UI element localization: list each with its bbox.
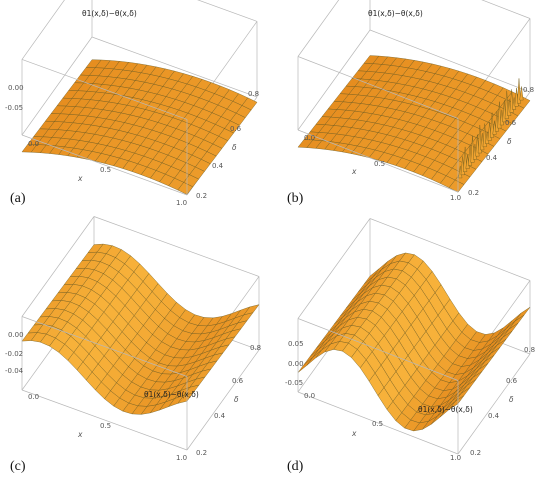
surface-spike <box>519 86 524 101</box>
y-tick-b-2: 0.6 <box>505 119 517 127</box>
y-tick-a-3: 0.8 <box>248 90 259 98</box>
y-axis-label-d: δ <box>509 395 514 404</box>
y-tick-d-1: 0.4 <box>488 412 500 420</box>
z-axis-label-b: θ1(x,δ)−θ(x,δ) <box>368 9 423 18</box>
x-tick-b-1: 0.5 <box>374 160 385 168</box>
surface-c <box>21 216 260 451</box>
z-tick-c-2: -0.04 <box>5 367 24 375</box>
surface-patch <box>514 307 531 322</box>
box-edge-back <box>481 0 531 19</box>
box-edge-back <box>297 29 371 131</box>
x-tick-d-0: 0.0 <box>304 392 315 400</box>
surface-patch <box>177 182 194 195</box>
box-edge-back <box>91 36 258 98</box>
box-edge-back <box>186 349 260 451</box>
box-edge-front <box>21 316 188 377</box>
x-tick-b-0: 0.0 <box>304 134 315 142</box>
z-axis-label-d: θ1(x,δ)−θ(x,δ) <box>418 405 473 414</box>
x-tick-a-2: 1.0 <box>176 199 187 207</box>
x-axis-label-b: x <box>351 167 357 176</box>
surface-d <box>297 218 531 455</box>
y-tick-a-1: 0.4 <box>212 162 224 170</box>
x-tick-a-0: 0.0 <box>28 140 39 148</box>
box-edge-front <box>21 134 188 196</box>
box-edge-back <box>297 0 340 57</box>
z-tick-a-0: 0.00 <box>8 84 24 92</box>
panel-a: θ1(x,δ)−θ(x,δ) 0.00 -0.05 0.0 0.5 1.0 x … <box>5 0 259 207</box>
panel-label-c: (c) <box>10 459 26 474</box>
y-tick-b-0: 0.2 <box>468 189 479 197</box>
surface-a <box>21 0 258 196</box>
y-axis-label-c: δ <box>234 395 239 404</box>
box-edge-back <box>21 216 95 317</box>
y-tick-c-2: 0.6 <box>232 377 244 385</box>
panel-label-d: (d) <box>287 459 304 474</box>
y-tick-d-0: 0.2 <box>470 449 481 457</box>
y-tick-a-0: 0.2 <box>196 192 207 200</box>
panel-label-a: (a) <box>10 191 26 206</box>
x-tick-c-1: 0.5 <box>100 422 111 430</box>
x-axis-label-d: x <box>351 429 357 438</box>
y-tick-a-2: 0.6 <box>230 125 242 133</box>
x-tick-d-2: 1.0 <box>450 454 461 462</box>
x-tick-c-0: 0.0 <box>28 393 39 401</box>
box-edge-front <box>297 56 459 119</box>
y-tick-c-3: 0.8 <box>250 344 261 352</box>
z-tick-c-1: -0.02 <box>5 350 23 358</box>
x-tick-b-2: 1.0 <box>450 194 461 202</box>
y-tick-b-1: 0.4 <box>486 154 498 162</box>
z-tick-d-1: 0.00 <box>288 360 304 368</box>
z-tick-a-1: -0.05 <box>5 104 23 112</box>
y-tick-d-2: 0.6 <box>506 377 518 385</box>
y-axis-label-b: δ <box>507 137 512 146</box>
box-edge-front <box>297 318 459 381</box>
x-tick-a-1: 0.5 <box>100 166 111 174</box>
y-tick-b-3: 0.8 <box>523 86 534 94</box>
box-edge-back <box>369 29 531 93</box>
z-axis-label-a: θ1(x,δ)−θ(x,δ) <box>82 9 137 18</box>
y-tick-c-0: 0.2 <box>196 449 207 457</box>
panel-label-b: (b) <box>287 191 304 206</box>
box-edge-back <box>457 353 531 455</box>
panel-d: 0.05 0.00 -0.05 0.0 0.5 1.0 x 0.2 0.4 0.… <box>285 218 535 474</box>
box-edge-back <box>93 216 260 277</box>
box-edge-front <box>297 129 459 193</box>
surface-b <box>297 0 531 193</box>
z-tick-d-0: 0.05 <box>288 340 304 348</box>
box-edge-front <box>297 391 459 455</box>
y-tick-c-1: 0.4 <box>214 412 226 420</box>
y-tick-d-3: 0.8 <box>524 346 535 354</box>
x-tick-c-2: 1.0 <box>176 454 187 462</box>
box-edge-back <box>297 218 371 319</box>
surface-patch <box>448 395 465 410</box>
box-edge-back <box>21 0 65 60</box>
box-edge-back <box>21 36 93 136</box>
box-edge-front <box>21 389 188 451</box>
box-edge-back <box>369 218 531 281</box>
panel-c: 0.00 -0.02 -0.04 0.0 0.5 1.0 x 0.2 0.4 0… <box>5 216 261 474</box>
box-edge-front <box>21 59 188 120</box>
x-axis-label-c: x <box>77 430 83 439</box>
surface-patch <box>177 392 194 404</box>
box-edge-back <box>197 0 258 22</box>
z-tick-d-2: -0.05 <box>285 379 303 387</box>
x-tick-d-1: 0.5 <box>372 420 383 428</box>
z-axis-label-c: θ1(x,δ)−θ(x,δ) <box>144 390 199 399</box>
y-axis-label-a: δ <box>232 143 237 152</box>
panel-b: θ1(x,δ)−θ(x,δ) 0.0 0.5 1.0 x 0.2 0.4 0.6… <box>287 0 534 206</box>
z-tick-c-0: 0.00 <box>8 331 24 339</box>
x-axis-label-a: x <box>77 174 83 183</box>
